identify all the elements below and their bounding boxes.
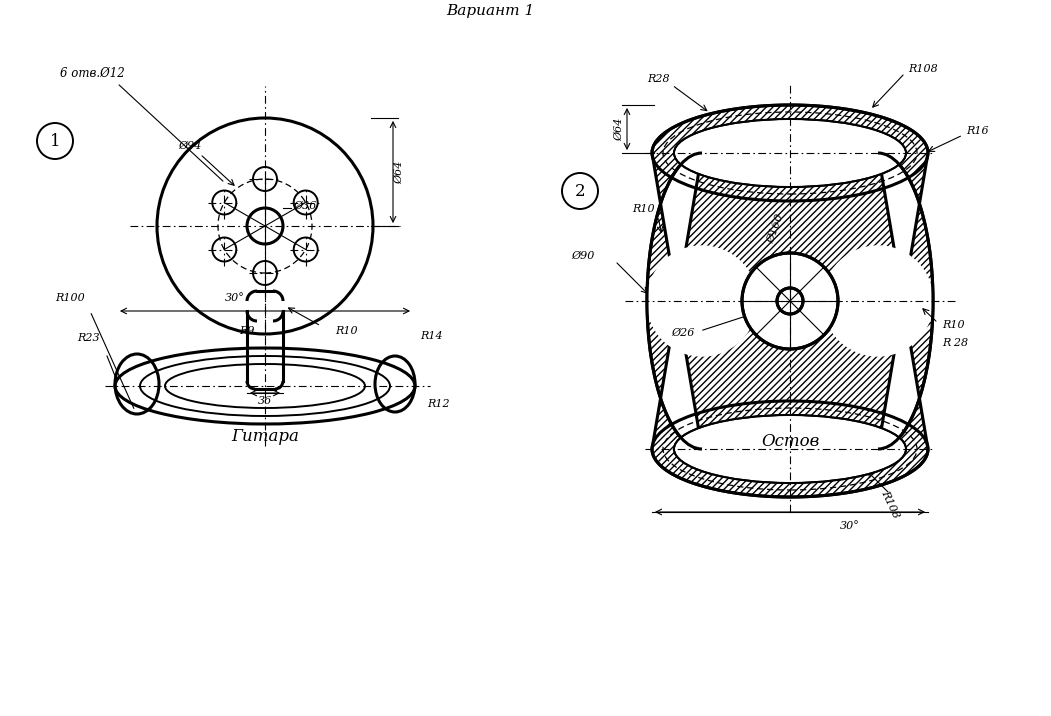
Ellipse shape: [823, 246, 933, 356]
Text: R10: R10: [335, 326, 357, 336]
Text: Ø26: Ø26: [672, 328, 695, 338]
Text: Ø94: Ø94: [179, 141, 202, 151]
Text: R 28: R 28: [942, 338, 968, 348]
Text: Ø36: Ø36: [293, 201, 316, 211]
Text: Ø90: Ø90: [572, 251, 595, 261]
Text: R108: R108: [908, 64, 937, 74]
Text: R9: R9: [240, 326, 254, 336]
Text: R12: R12: [427, 399, 450, 409]
Text: 6 отв.Ø12: 6 отв.Ø12: [60, 67, 125, 79]
Text: Ø64: Ø64: [614, 117, 624, 140]
Text: R28: R28: [647, 74, 669, 84]
Text: Вариант 1: Вариант 1: [446, 4, 534, 18]
Text: R14: R14: [420, 331, 442, 341]
Text: R100: R100: [55, 293, 85, 303]
Polygon shape: [647, 105, 933, 497]
Text: Ø64: Ø64: [394, 160, 404, 184]
Ellipse shape: [674, 415, 906, 483]
Circle shape: [777, 288, 803, 314]
Text: Остов: Остов: [761, 432, 819, 450]
Text: Ø160: Ø160: [765, 213, 785, 245]
Text: 30°: 30°: [225, 293, 245, 303]
Text: R10: R10: [633, 204, 655, 214]
Text: 1: 1: [49, 132, 60, 150]
Ellipse shape: [674, 119, 906, 187]
Circle shape: [742, 253, 838, 349]
Text: Гитара: Гитара: [231, 427, 298, 445]
Text: 2: 2: [575, 183, 585, 200]
Text: 36: 36: [257, 396, 272, 406]
Ellipse shape: [647, 246, 757, 356]
Text: R10: R10: [942, 320, 965, 330]
Text: R23: R23: [78, 333, 100, 343]
Text: 30°: 30°: [840, 521, 860, 531]
Text: R108: R108: [880, 488, 901, 520]
Text: R16: R16: [966, 126, 989, 136]
